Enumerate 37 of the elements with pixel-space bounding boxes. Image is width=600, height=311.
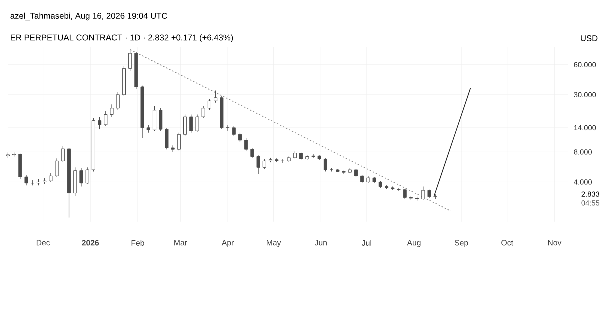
candlestick <box>422 186 426 201</box>
candlestick <box>244 138 248 152</box>
candlestick <box>208 99 212 111</box>
candlestick <box>202 106 206 119</box>
candlestick <box>116 92 120 111</box>
candlestick <box>171 146 175 153</box>
candlestick <box>18 154 22 180</box>
candlestick <box>232 126 236 137</box>
candlestick <box>128 50 132 72</box>
candlestick <box>324 158 328 172</box>
candlestick <box>152 106 157 132</box>
candlestick <box>98 116 102 130</box>
candlestick <box>250 148 254 158</box>
candlestick <box>196 114 200 132</box>
candlestick <box>55 158 59 178</box>
candlestick <box>104 111 108 127</box>
text: azel_Tahmasebi, Aug 16, 2026 19:04 UTC <box>10 13 168 21</box>
candlestick <box>86 168 90 185</box>
candlestick <box>184 114 188 137</box>
candlestick <box>190 114 194 134</box>
candlestick <box>24 175 28 186</box>
y-axis-title: USD <box>581 36 598 42</box>
candlestick <box>159 108 163 132</box>
candlestick <box>61 146 65 163</box>
candlestick <box>312 154 316 158</box>
candlestick <box>80 168 84 188</box>
chart-title: ER PERPETUAL CONTRACT · 1D · 2.832 +0.171 (+6.43%) <box>11 34 234 43</box>
candlestick <box>342 170 346 175</box>
candlestick <box>214 90 218 104</box>
candlestick <box>256 155 260 175</box>
candlestick <box>165 128 169 150</box>
candlestick <box>262 159 266 170</box>
candlestick <box>177 132 181 152</box>
candlestick <box>74 168 78 197</box>
candlestick <box>238 132 242 143</box>
candlestick <box>226 124 230 132</box>
candlestick <box>110 104 114 118</box>
